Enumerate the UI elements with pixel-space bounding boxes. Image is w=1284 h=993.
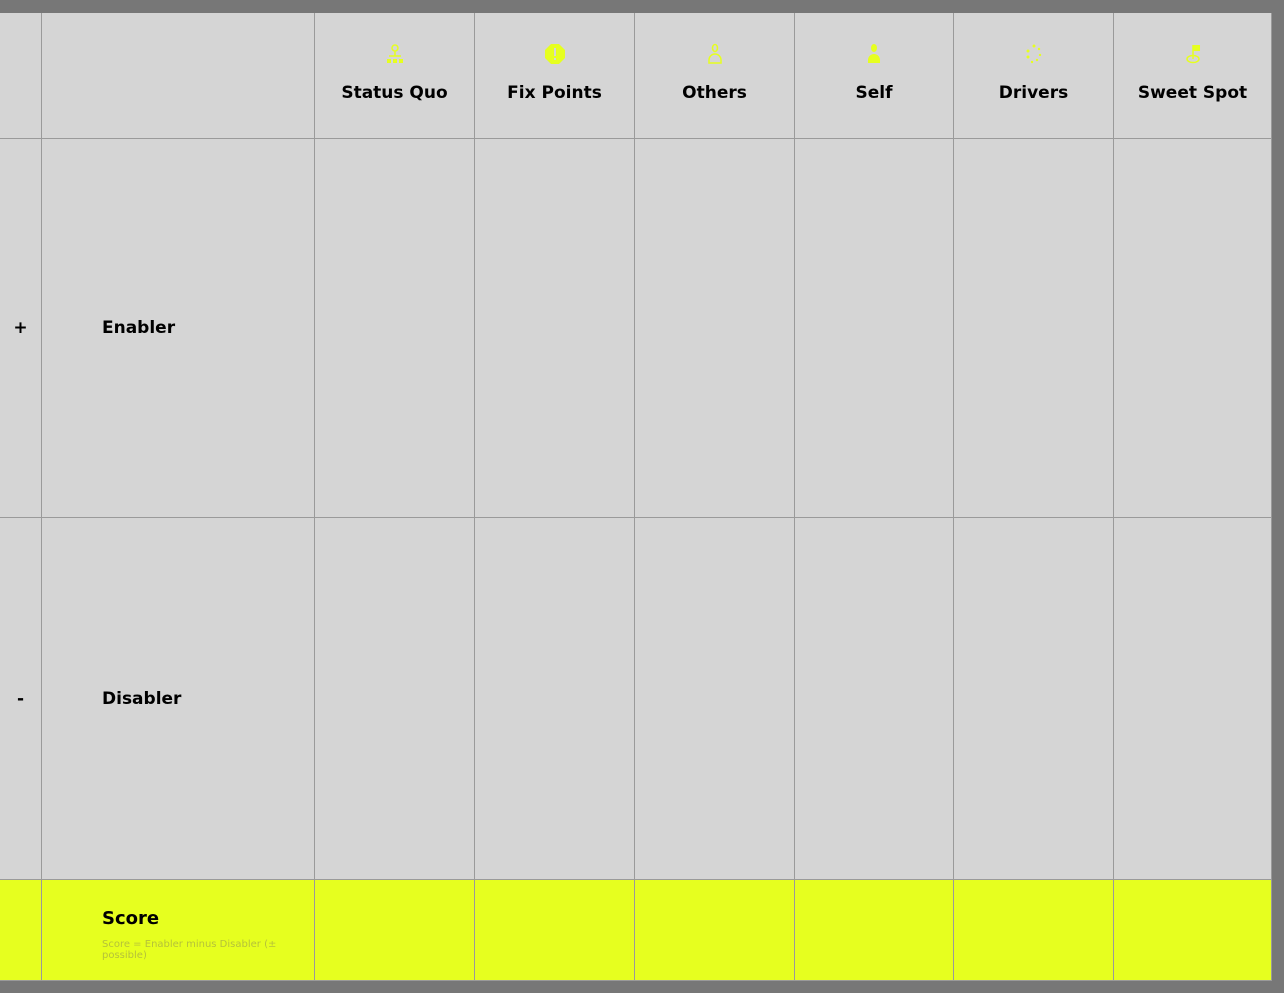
column-label: Status Quo	[341, 83, 448, 103]
column-label: Sweet Spot	[1137, 83, 1248, 103]
score-others-cell[interactable]	[635, 880, 795, 981]
disabler-sweet-spot-cell[interactable]	[1114, 518, 1272, 880]
disabler-others-cell[interactable]	[635, 518, 795, 880]
score-sweet-spot-cell[interactable]	[1114, 880, 1272, 981]
flag-target-icon	[1185, 45, 1200, 64]
column-header-others: Others	[635, 13, 795, 139]
map-pin-network-icon	[386, 44, 403, 63]
disabler-self-cell[interactable]	[795, 518, 954, 880]
column-label: Others	[682, 83, 747, 103]
column-header-fix-points: Fix Points	[475, 13, 635, 139]
score-self-cell[interactable]	[795, 880, 954, 981]
enabler-sweet-spot-cell[interactable]	[1114, 139, 1272, 518]
disabler-fix-points-cell[interactable]	[475, 518, 635, 880]
enabler-others-cell[interactable]	[635, 139, 795, 518]
column-label: Fix Points	[507, 83, 602, 103]
enabler-self-cell[interactable]	[795, 139, 954, 518]
disabler-label: Disabler	[42, 518, 315, 880]
person-outline-icon	[707, 43, 722, 64]
alert-octagon-icon	[544, 44, 565, 64]
disabler-sign: -	[0, 518, 42, 880]
column-header-sweet-spot: Sweet Spot	[1114, 13, 1272, 139]
column-label: Self	[855, 83, 893, 103]
disabler-status-quo-cell[interactable]	[315, 518, 475, 880]
column-label: Drivers	[998, 83, 1069, 103]
score-label: Score	[102, 908, 160, 929]
column-header-status-quo: Status Quo	[315, 13, 475, 139]
enabler-drivers-cell[interactable]	[954, 139, 1114, 518]
enabler-fix-points-cell[interactable]	[475, 139, 635, 518]
score-label-cell: Score Score = Enabler minus Disabler (± …	[42, 880, 315, 981]
disabler-drivers-cell[interactable]	[954, 518, 1114, 880]
score-drivers-cell[interactable]	[954, 880, 1114, 981]
enabler-label: Enabler	[42, 139, 315, 518]
column-header-drivers: Drivers	[954, 13, 1114, 139]
score-status-quo-cell[interactable]	[315, 880, 475, 981]
score-fix-points-cell[interactable]	[475, 880, 635, 981]
row-header-cell	[42, 13, 315, 139]
loading-dots-icon	[1026, 44, 1041, 64]
score-sign-cell	[0, 880, 42, 981]
enabler-sign: +	[0, 139, 42, 518]
column-header-self: Self	[795, 13, 954, 139]
corner-cell	[0, 13, 42, 139]
score-note: Score = Enabler minus Disabler (± possib…	[102, 939, 277, 961]
person-filled-icon	[868, 44, 880, 63]
scoring-matrix: Status Quo Fix Points Others Self Driver…	[0, 13, 1272, 981]
enabler-status-quo-cell[interactable]	[315, 139, 475, 518]
